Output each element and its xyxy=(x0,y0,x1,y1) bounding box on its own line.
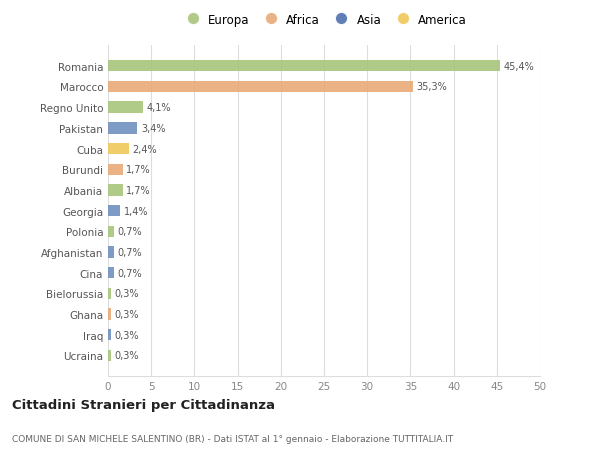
Bar xyxy=(108,206,120,217)
Text: 0,3%: 0,3% xyxy=(114,351,139,361)
Text: 1,4%: 1,4% xyxy=(124,206,148,216)
Text: 1,7%: 1,7% xyxy=(126,185,151,196)
Text: 4,1%: 4,1% xyxy=(147,103,172,113)
Text: 35,3%: 35,3% xyxy=(416,82,447,92)
Text: 3,4%: 3,4% xyxy=(141,123,166,134)
Bar xyxy=(108,309,110,320)
Text: 0,3%: 0,3% xyxy=(114,330,139,340)
Text: 0,7%: 0,7% xyxy=(118,227,142,237)
Bar xyxy=(108,82,413,93)
Bar xyxy=(108,144,129,155)
Bar xyxy=(108,61,500,72)
Text: 0,3%: 0,3% xyxy=(114,309,139,319)
Bar xyxy=(108,164,122,175)
Bar xyxy=(108,330,110,341)
Bar xyxy=(108,288,110,299)
Bar xyxy=(108,247,114,258)
Bar xyxy=(108,350,110,361)
Bar xyxy=(108,185,122,196)
Bar xyxy=(108,102,143,113)
Text: Cittadini Stranieri per Cittadinanza: Cittadini Stranieri per Cittadinanza xyxy=(12,398,275,412)
Bar xyxy=(108,268,114,279)
Text: 1,7%: 1,7% xyxy=(126,165,151,175)
Text: 45,4%: 45,4% xyxy=(504,62,535,72)
Bar xyxy=(108,226,114,237)
Text: 2,4%: 2,4% xyxy=(132,144,157,154)
Legend: Europa, Africa, Asia, America: Europa, Africa, Asia, America xyxy=(176,9,472,31)
Text: COMUNE DI SAN MICHELE SALENTINO (BR) - Dati ISTAT al 1° gennaio - Elaborazione T: COMUNE DI SAN MICHELE SALENTINO (BR) - D… xyxy=(12,434,453,442)
Text: 0,3%: 0,3% xyxy=(114,289,139,299)
Bar xyxy=(108,123,137,134)
Text: 0,7%: 0,7% xyxy=(118,247,142,257)
Text: 0,7%: 0,7% xyxy=(118,268,142,278)
